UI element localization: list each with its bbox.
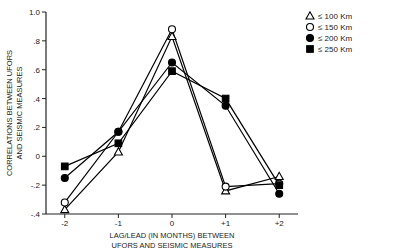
y-tick-label: .4 [33,95,40,104]
series-marker [222,102,229,109]
y-tick-label: .2 [33,123,40,132]
x-tick-label: +1 [221,219,231,228]
series-line [65,71,279,185]
y-tick [42,185,46,186]
y-tick [42,40,46,41]
legend-marker [306,12,314,19]
y-axis-title-line: AND SEISMIC MEASURES [15,67,24,160]
y-tick-label: .8 [33,37,40,46]
legend-label: ≤ 200 Km [318,34,353,43]
x-tick [118,214,119,218]
series-marker [115,140,122,147]
series-marker [61,174,68,181]
legend: ≤ 100 Km ≤ 150 Km ≤ 200 Km ≤ 250 Km [306,12,353,54]
y-tick [42,156,46,157]
y-tick [42,214,46,215]
series-marker [114,148,122,155]
series-marker [168,32,176,39]
series-marker [275,172,283,179]
plot-area [61,26,283,213]
x-tick [64,214,65,218]
series-marker [169,26,176,33]
y-tick-label: 1.0 [29,8,41,17]
series-line [65,37,279,210]
series-line [65,63,279,194]
series-marker [169,59,176,66]
y-axis-title-line: CORRELATIONS BETWEEN UFORS [5,50,14,176]
x-tick-label: -1 [115,219,123,228]
series-marker [222,95,229,102]
x-axis-title: LAG/LEAD (IN MONTHS) BETWEENUFORS AND SE… [109,231,234,250]
legend-marker [307,24,314,31]
x-tick [172,214,173,218]
series-marker [115,128,122,135]
x-tick-label: +2 [275,219,285,228]
legend-marker [307,46,314,53]
y-tick-label: -.2 [31,181,41,190]
y-tick [42,12,46,13]
series-marker [169,68,176,75]
x-tick [279,214,280,218]
y-tick [42,69,46,70]
series-line [65,29,279,202]
x-axis-title-line: LAG/LEAD (IN MONTHS) BETWEEN [109,231,234,240]
x-tick-label: 0 [170,219,175,228]
y-tick-label: 0 [36,152,41,161]
y-axis-title: CORRELATIONS BETWEEN UFORSAND SEISMIC ME… [5,50,24,176]
series-marker [276,190,283,197]
x-tick [225,214,226,218]
legend-label: ≤ 250 Km [318,45,353,54]
chart: -.4 -.2 0 .2 .4 .6 .8 1.0 -2 -1 0 +1 +2 LAG/LEAD (IN … [0,0,400,252]
y-tick-label: -.4 [31,210,41,219]
legend-label: ≤ 150 Km [318,23,353,32]
series-marker [222,183,229,190]
y-tick [42,98,46,99]
x-axis-title-line: UFORS AND SEISMIC MEASURES [112,241,233,250]
series-marker [276,182,283,189]
series-marker [61,199,68,206]
legend-label: ≤ 100 Km [318,12,353,21]
y-axis [45,12,46,214]
x-tick-label: -2 [61,219,69,228]
y-tick [42,127,46,128]
series-marker [61,163,68,170]
series-marker [115,128,122,135]
legend-marker [307,35,314,42]
series-marker [61,205,69,212]
y-tick-label: .6 [33,66,40,75]
